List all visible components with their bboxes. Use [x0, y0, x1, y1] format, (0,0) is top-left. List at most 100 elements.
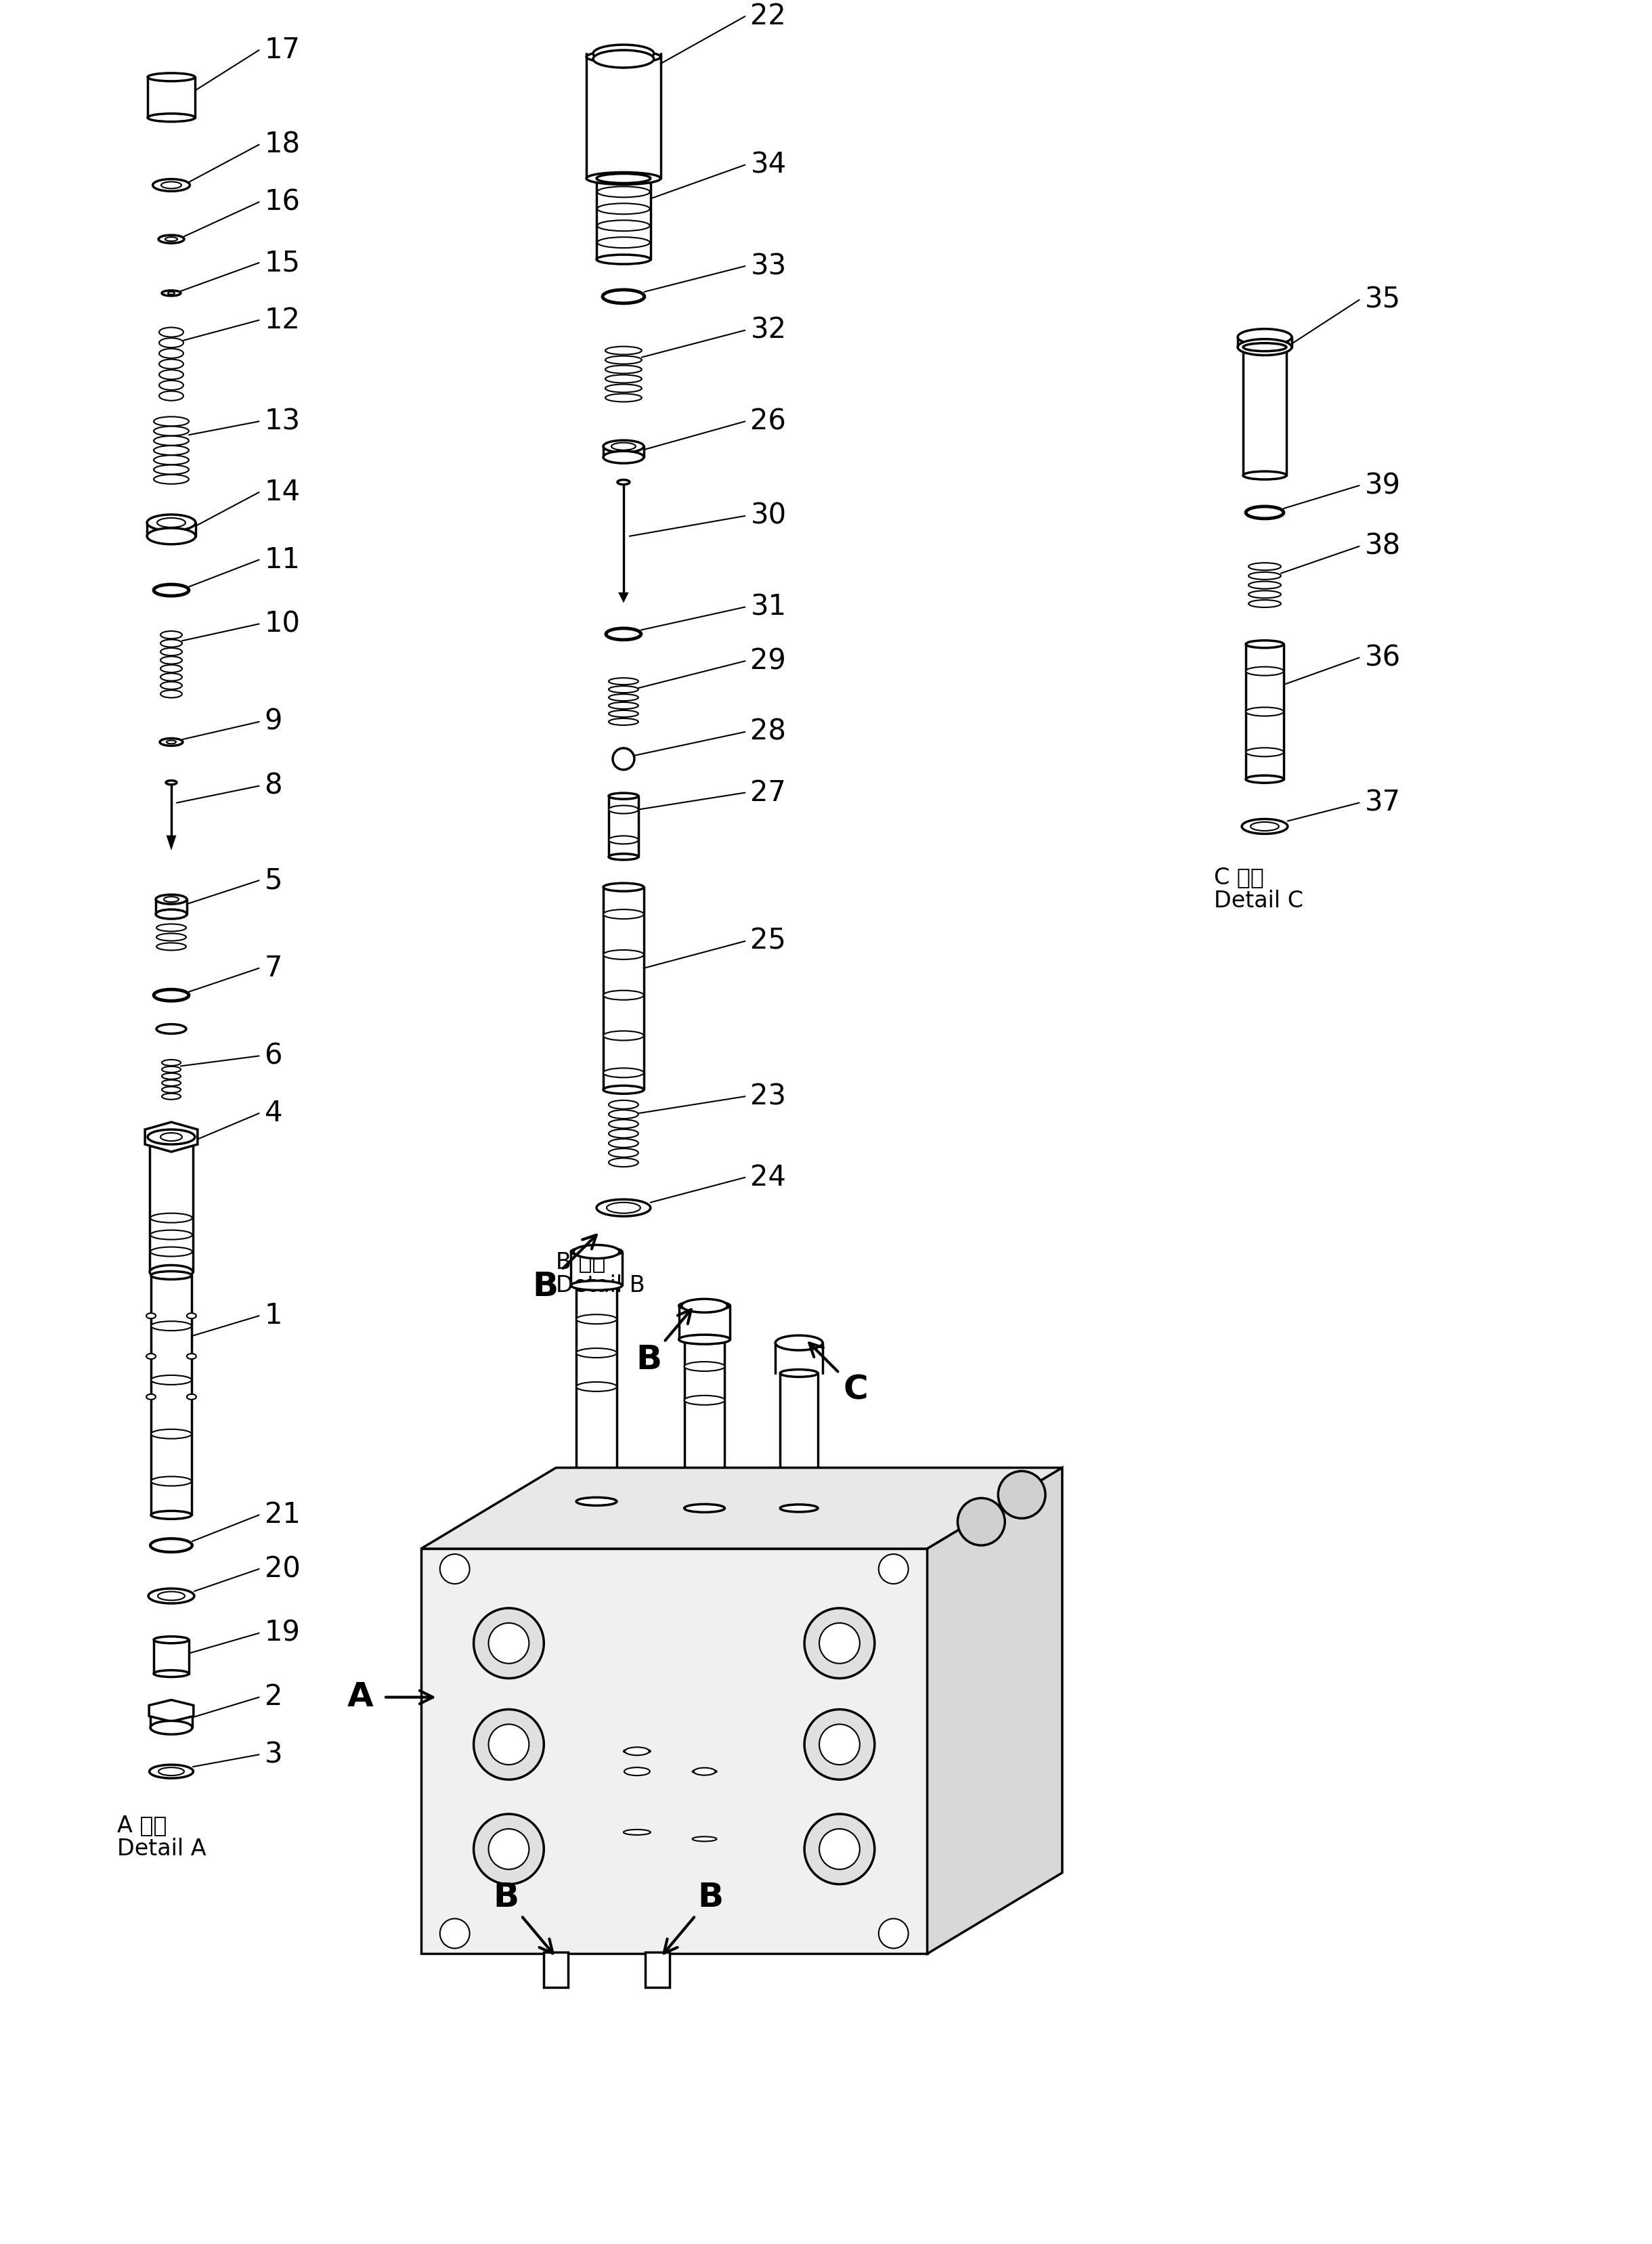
- Ellipse shape: [147, 527, 195, 545]
- Circle shape: [489, 1723, 529, 1764]
- Ellipse shape: [160, 664, 182, 673]
- Ellipse shape: [150, 1429, 192, 1438]
- Polygon shape: [421, 1468, 1062, 1548]
- Text: 16: 16: [264, 188, 301, 215]
- Text: 12: 12: [264, 305, 301, 334]
- Ellipse shape: [1246, 640, 1284, 649]
- Ellipse shape: [577, 1382, 616, 1391]
- Ellipse shape: [1242, 819, 1287, 835]
- Ellipse shape: [162, 1066, 180, 1073]
- Ellipse shape: [623, 1829, 651, 1836]
- Ellipse shape: [1237, 339, 1292, 355]
- Ellipse shape: [572, 1248, 623, 1257]
- Ellipse shape: [605, 384, 641, 393]
- Ellipse shape: [679, 1302, 730, 1310]
- Ellipse shape: [608, 835, 638, 844]
- Ellipse shape: [596, 173, 651, 184]
- Ellipse shape: [593, 49, 654, 67]
- Ellipse shape: [603, 1030, 644, 1041]
- Ellipse shape: [150, 1510, 192, 1519]
- Ellipse shape: [692, 1836, 717, 1842]
- Ellipse shape: [608, 1140, 638, 1147]
- Text: 14: 14: [264, 478, 301, 507]
- Ellipse shape: [608, 1149, 638, 1158]
- Text: A 詳細: A 詳細: [117, 1815, 167, 1836]
- Ellipse shape: [780, 1503, 818, 1512]
- Ellipse shape: [682, 1299, 727, 1313]
- Ellipse shape: [608, 1111, 638, 1118]
- Polygon shape: [169, 837, 175, 846]
- Ellipse shape: [159, 370, 183, 379]
- Text: B: B: [494, 1880, 519, 1914]
- Ellipse shape: [603, 1068, 644, 1077]
- Text: 37: 37: [1365, 788, 1401, 817]
- Text: 4: 4: [264, 1100, 282, 1126]
- Ellipse shape: [159, 328, 183, 337]
- Ellipse shape: [187, 1313, 197, 1319]
- Text: Detail C: Detail C: [1214, 889, 1303, 911]
- Text: B 詳細: B 詳細: [557, 1250, 606, 1272]
- Ellipse shape: [603, 990, 644, 1001]
- Ellipse shape: [152, 180, 190, 191]
- Text: 10: 10: [264, 610, 301, 637]
- Circle shape: [958, 1499, 1004, 1546]
- Ellipse shape: [154, 435, 188, 444]
- Ellipse shape: [608, 853, 638, 859]
- Ellipse shape: [154, 583, 188, 597]
- Ellipse shape: [160, 640, 182, 646]
- Ellipse shape: [169, 292, 175, 294]
- Ellipse shape: [165, 781, 177, 785]
- Ellipse shape: [150, 1322, 192, 1331]
- Ellipse shape: [159, 236, 183, 242]
- Polygon shape: [927, 1468, 1062, 1955]
- Ellipse shape: [150, 1477, 192, 1486]
- Text: 26: 26: [750, 406, 786, 435]
- Ellipse shape: [162, 182, 182, 188]
- Ellipse shape: [1251, 821, 1279, 830]
- Circle shape: [879, 1919, 909, 1948]
- Ellipse shape: [160, 1133, 182, 1140]
- Text: 24: 24: [750, 1162, 786, 1192]
- Ellipse shape: [596, 186, 649, 197]
- Ellipse shape: [157, 925, 187, 931]
- Text: 15: 15: [264, 249, 301, 276]
- Ellipse shape: [694, 1768, 715, 1775]
- Text: 30: 30: [750, 503, 786, 530]
- Ellipse shape: [605, 393, 641, 402]
- Text: 7: 7: [264, 954, 282, 983]
- Ellipse shape: [624, 1748, 649, 1755]
- Ellipse shape: [159, 348, 183, 359]
- Ellipse shape: [1242, 471, 1287, 480]
- Ellipse shape: [160, 631, 182, 640]
- Ellipse shape: [160, 691, 182, 698]
- Ellipse shape: [692, 1768, 717, 1773]
- Ellipse shape: [159, 390, 183, 402]
- Ellipse shape: [608, 678, 638, 684]
- Ellipse shape: [606, 1203, 641, 1214]
- Text: 25: 25: [750, 927, 786, 956]
- Text: 6: 6: [264, 1041, 282, 1070]
- Text: B: B: [532, 1270, 558, 1302]
- Text: 19: 19: [264, 1618, 301, 1647]
- Text: 22: 22: [750, 2, 786, 31]
- Circle shape: [489, 1622, 529, 1663]
- Text: C 詳細: C 詳細: [1214, 866, 1264, 889]
- Ellipse shape: [608, 702, 638, 709]
- Ellipse shape: [608, 792, 638, 799]
- Circle shape: [474, 1609, 544, 1679]
- Ellipse shape: [147, 114, 195, 121]
- Text: 13: 13: [264, 406, 301, 435]
- Circle shape: [474, 1813, 544, 1885]
- Ellipse shape: [1237, 330, 1292, 346]
- Ellipse shape: [608, 806, 638, 815]
- Ellipse shape: [596, 254, 651, 265]
- Ellipse shape: [684, 1335, 725, 1344]
- Ellipse shape: [603, 451, 644, 462]
- Ellipse shape: [573, 1245, 620, 1259]
- Ellipse shape: [159, 339, 183, 348]
- Ellipse shape: [167, 741, 177, 743]
- Text: 9: 9: [264, 707, 282, 736]
- Text: 29: 29: [750, 646, 786, 675]
- Text: Detail B: Detail B: [557, 1275, 646, 1297]
- Ellipse shape: [154, 1636, 188, 1643]
